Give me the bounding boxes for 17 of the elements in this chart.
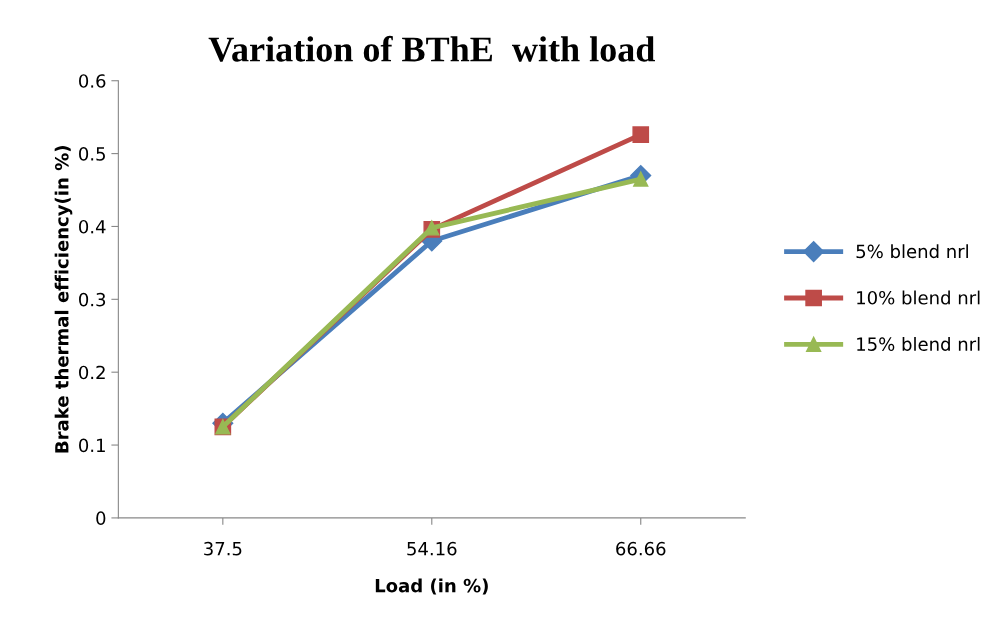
y-axis-title: Brake thermal efficiency(in %): [54, 146, 73, 453]
x-tick-label: 37.5: [204, 541, 242, 556]
y-tick-label: 0.5: [79, 147, 105, 161]
y-tick-label: 0.3: [79, 292, 106, 307]
chart-title: Variation of BThE with load: [208, 35, 655, 62]
x-tick-label: 54.16: [407, 541, 457, 556]
point: [632, 126, 650, 143]
y-tick-label: 0.6: [79, 74, 106, 88]
legend-label: 15% blend nrl: [857, 336, 980, 351]
y-tick-label: 0.2: [79, 365, 105, 380]
y-tick-label: 0.1: [79, 438, 105, 453]
legend-label: 10% blend nrl: [857, 290, 980, 305]
x-tick-label: 66.66: [616, 541, 666, 556]
y-tick-label: 0.4: [79, 219, 106, 234]
x-axis-title: Load (in %): [375, 578, 488, 595]
y-tick-label: 0: [96, 511, 106, 526]
legend-label: 5% blend nrl: [856, 244, 968, 259]
